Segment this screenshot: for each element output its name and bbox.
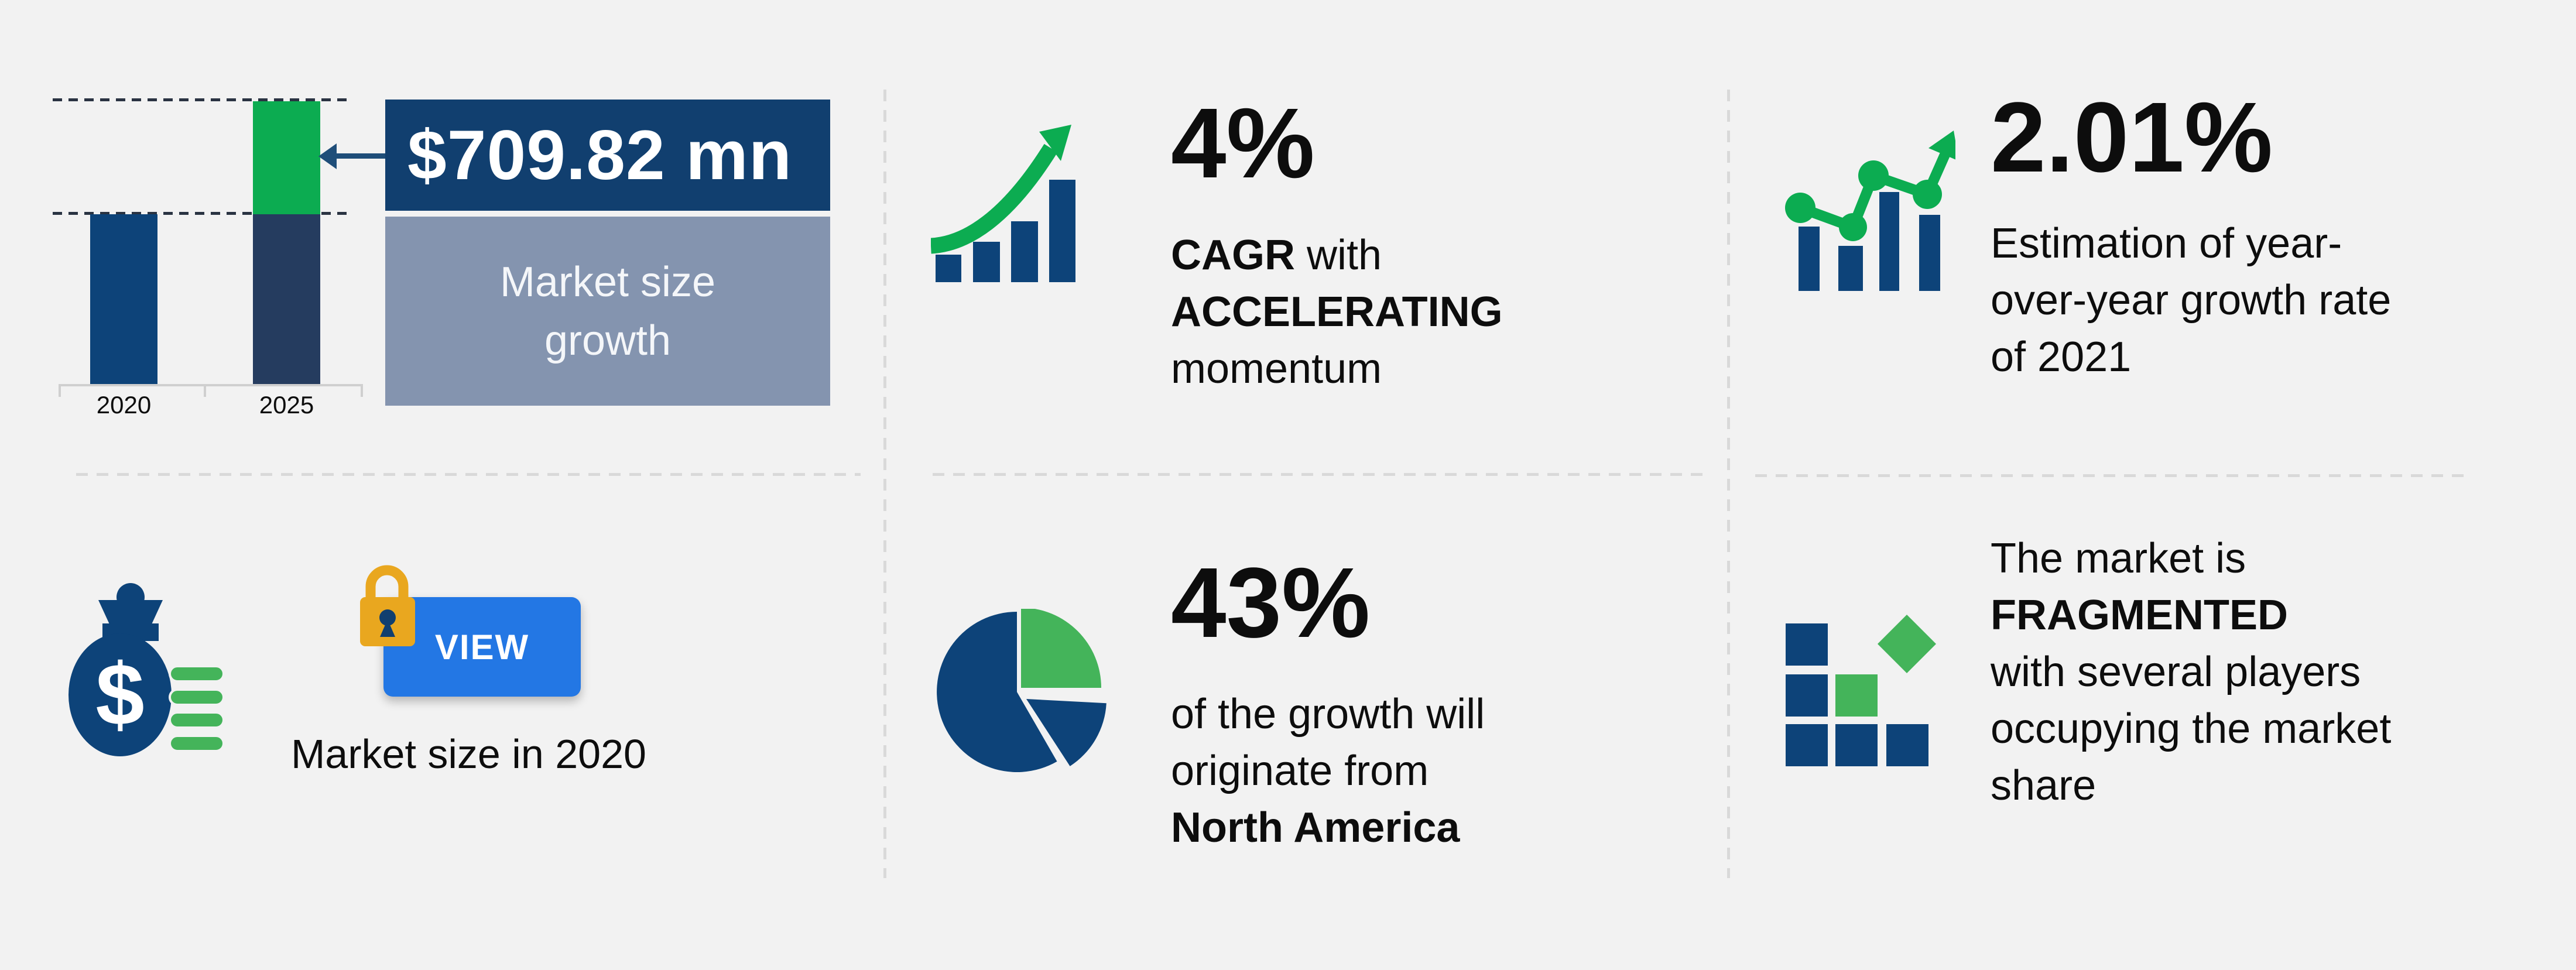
- line-chart-bars-icon: [1785, 131, 1955, 291]
- cagr-value: 4%: [1171, 88, 1315, 199]
- regional-line3: North America: [1171, 804, 1460, 851]
- reference-dash-2020-level: [53, 212, 350, 215]
- caption-line: growth: [544, 317, 672, 364]
- axis-tick: [361, 384, 363, 397]
- market-size-caption-box: Market size growth: [385, 217, 830, 406]
- yoy-line2: over-year growth rate: [1991, 277, 2392, 324]
- svg-text:$: $: [95, 645, 144, 743]
- bar-2020: [90, 214, 157, 384]
- horizontal-divider-col1: [76, 473, 861, 476]
- fragmentation-line1: The market is: [1991, 535, 2246, 582]
- yoy-description: Estimation of year- over-year growth rat…: [1991, 215, 2391, 386]
- year-label-2025: 2025: [259, 391, 314, 419]
- yoy-value: 2.01%: [1991, 82, 2273, 193]
- bar-2025-base: [253, 214, 320, 384]
- vertical-divider-right: [1727, 90, 1730, 878]
- lock-icon: [360, 565, 415, 646]
- yoy-line3: of 2021: [1991, 334, 2132, 381]
- cagr-line2: ACCELERATING: [1171, 289, 1503, 335]
- cagr-line3: momentum: [1171, 345, 1382, 392]
- fragmentation-line2: FRAGMENTED: [1991, 592, 2288, 639]
- axis-tick: [59, 384, 61, 397]
- horizontal-divider-col2: [933, 473, 1704, 476]
- fragmentation-description: The market is FRAGMENTED with several pl…: [1991, 530, 2391, 814]
- reference-dash-top: [53, 98, 350, 101]
- regional-line1: of the growth will: [1171, 691, 1485, 738]
- fragmented-grid-icon: [1786, 615, 1936, 766]
- axis-tick: [204, 384, 206, 397]
- fragmentation-line3: with several players: [1991, 649, 2361, 695]
- market-size-value-box: $709.82 mn: [385, 100, 830, 211]
- view-button-label: VIEW: [434, 627, 530, 667]
- pie-chart-icon: [937, 609, 1107, 772]
- regional-description: of the growth will originate from North …: [1171, 686, 1485, 856]
- cagr-description: CAGR with ACCELERATING momentum: [1171, 227, 1503, 397]
- fragmentation-line4: occupying the market: [1991, 705, 2392, 752]
- fragmentation-line5: share: [1991, 762, 2097, 809]
- horizontal-divider-col3: [1755, 474, 2466, 477]
- regional-value: 43%: [1171, 547, 1371, 659]
- callout-arrow-shaft: [336, 153, 385, 159]
- market-size-value: $709.82 mn: [407, 116, 793, 194]
- x-axis: [59, 384, 363, 386]
- market-size-2020-caption: Market size in 2020: [291, 731, 646, 777]
- callout-arrow-head-icon: [318, 143, 337, 169]
- bar-2025-growth-segment: [253, 101, 320, 214]
- view-button[interactable]: VIEW: [383, 597, 581, 697]
- growth-arrow-bars-icon: [931, 125, 1075, 282]
- regional-line2: originate from: [1171, 748, 1429, 794]
- caption-line: Market size: [499, 258, 716, 306]
- money-bag-icon: $: [68, 583, 225, 756]
- yoy-line1: Estimation of year-: [1991, 220, 2342, 267]
- cagr-line1: CAGR with: [1171, 232, 1382, 279]
- vertical-divider-left: [883, 90, 886, 878]
- year-label-2020: 2020: [96, 391, 152, 419]
